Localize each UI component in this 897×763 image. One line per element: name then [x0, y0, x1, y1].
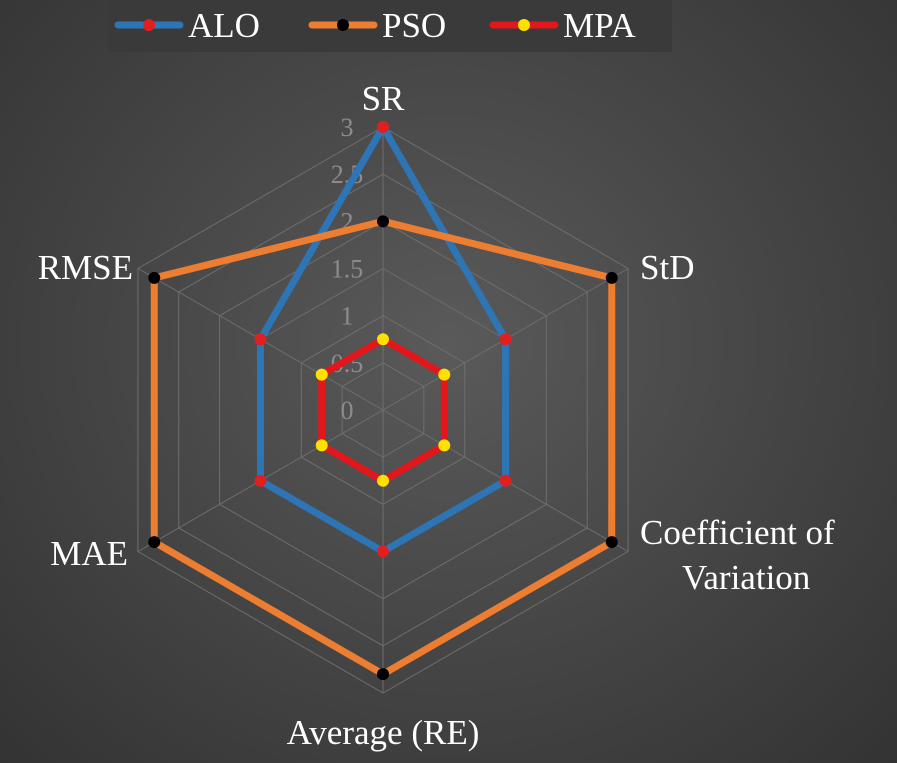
axis-label: StD [640, 248, 694, 287]
data-point-pso [148, 536, 161, 549]
axis-label-line: StD [640, 248, 694, 287]
data-point-mpa [315, 368, 328, 381]
axis-label: SR [362, 79, 405, 118]
legend-marker-pso [337, 19, 349, 31]
data-point-mpa [438, 439, 451, 452]
data-point-mpa [377, 474, 389, 487]
axis-label-line: MAE [50, 534, 128, 573]
axis-label-line: RMSE [38, 248, 133, 287]
tick-label: 1.5 [331, 255, 364, 284]
tick-label: 3 [341, 113, 354, 142]
data-point-pso [377, 668, 389, 681]
axis-label-line: Coefficient of [640, 513, 835, 552]
radar-grid [137, 126, 629, 694]
data-point-pso [377, 215, 389, 228]
data-point-alo [499, 474, 512, 487]
legend-marker-mpa [518, 19, 530, 31]
data-point-alo [377, 121, 389, 133]
data-point-pso [605, 271, 618, 284]
axis-label: Average (RE) [287, 713, 480, 752]
data-point-pso [148, 271, 161, 284]
data-point-alo [377, 545, 389, 558]
legend-marker-alo [143, 19, 155, 31]
axis-labels: SR StD Coefficient of Variation Average (RE)… [38, 79, 835, 752]
data-point-mpa [438, 368, 451, 381]
series-layer [148, 121, 618, 681]
radial-tick-labels: 00.511.522.53 [331, 113, 364, 425]
data-point-alo [254, 474, 267, 487]
data-point-pso [605, 536, 618, 549]
data-point-mpa [315, 439, 328, 452]
tick-label: 0 [341, 396, 354, 425]
axis-label: MAE [50, 534, 128, 573]
axis-label: RMSE [38, 248, 133, 287]
axis-label-line: Average (RE) [287, 713, 480, 752]
legend-label-mpa: MPA [563, 6, 636, 45]
legend-background [108, 0, 672, 52]
tick-label: 1 [341, 302, 354, 331]
axis-label: Coefficient of Variation [640, 513, 835, 597]
data-point-alo [499, 333, 512, 346]
data-point-alo [254, 333, 267, 346]
legend: ALO PSO MPA [108, 0, 672, 52]
legend-label-pso: PSO [382, 6, 446, 45]
axis-label-line: Variation [682, 558, 810, 597]
legend-label-alo: ALO [188, 6, 260, 45]
data-point-mpa [377, 333, 389, 346]
axis-label-line: SR [362, 79, 405, 118]
